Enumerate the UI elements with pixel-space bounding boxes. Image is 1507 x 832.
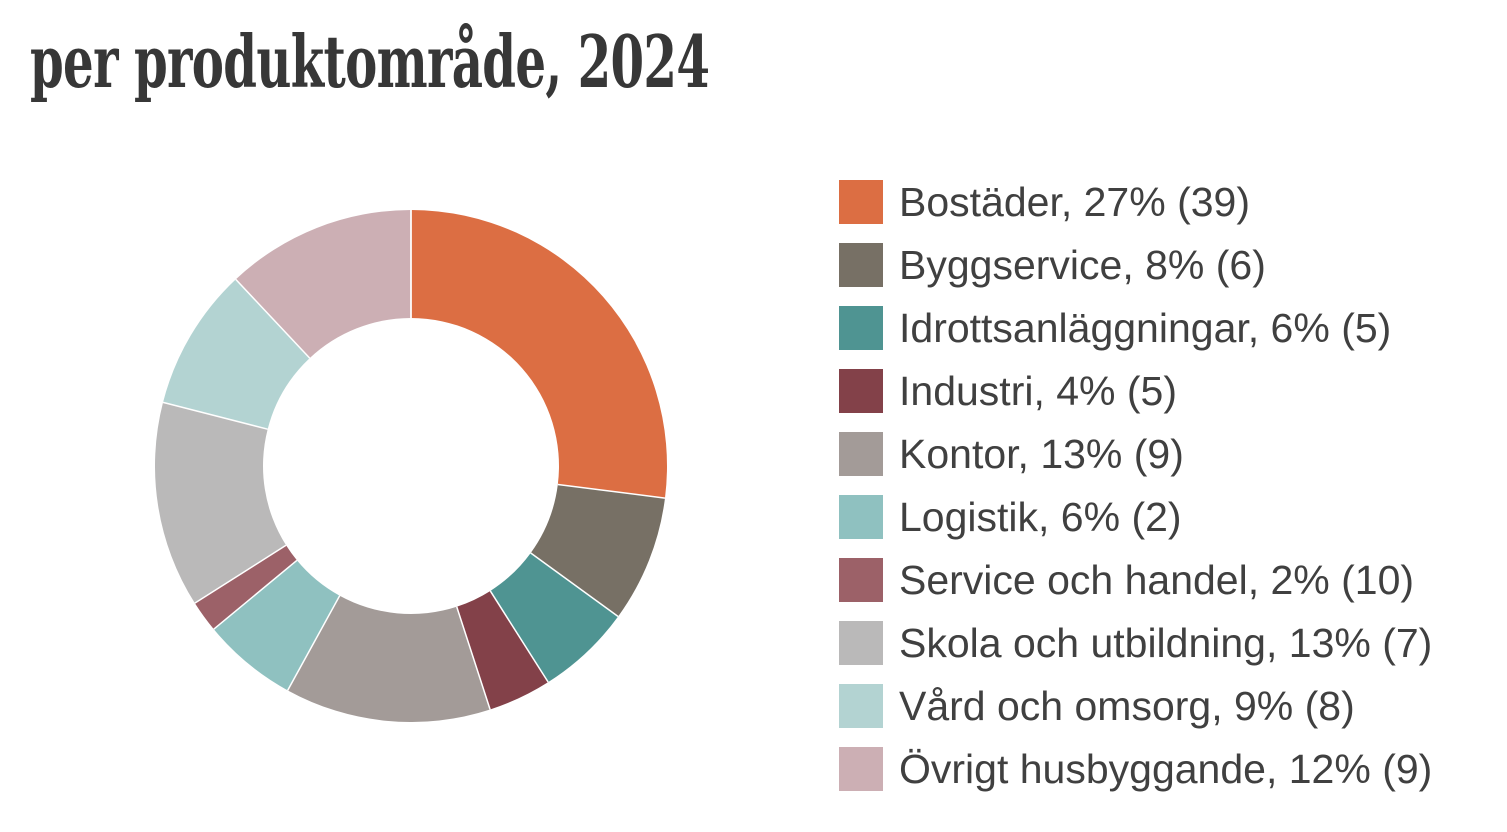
legend-item-kontor: Kontor, 13% (9)	[839, 432, 1432, 476]
donut-slice-skola-och-utbildning	[155, 402, 287, 604]
legend-item-service-och-handel: Service och handel, 2% (10)	[839, 558, 1432, 602]
legend-label-vard-och-omsorg: Vård och omsorg, 9% (8)	[899, 682, 1355, 729]
legend-label-ovrigt-husbyggande: Övrigt husbyggande, 12% (9)	[899, 745, 1433, 792]
legend-swatch-idrottsanlaggningar	[839, 306, 883, 350]
donut-slice-byggservice	[530, 484, 665, 617]
legend-swatch-logistik	[839, 495, 883, 539]
slice-separator	[456, 606, 491, 710]
donut-chart	[155, 210, 667, 722]
legend-label-logistik: Logistik, 6% (2)	[899, 493, 1182, 540]
legend-label-bostader: Bostäder, 27% (39)	[899, 178, 1250, 225]
slice-separator	[162, 401, 268, 430]
legend-item-idrottsanlaggningar: Idrottsanläggningar, 6% (5)	[839, 306, 1432, 350]
legend-label-kontor: Kontor, 13% (9)	[899, 430, 1184, 477]
slice-separator	[235, 278, 311, 359]
legend-item-logistik: Logistik, 6% (2)	[839, 495, 1432, 539]
legend-item-vard-och-omsorg: Vård och omsorg, 9% (8)	[839, 684, 1432, 728]
donut-slice-bostader	[411, 210, 667, 499]
donut-slice-idrottsanlaggningar	[490, 552, 619, 683]
legend-label-industri: Industri, 4% (5)	[899, 367, 1177, 414]
legend-swatch-skola-och-utbildning	[839, 621, 883, 665]
legend-label-byggservice: Byggservice, 8% (6)	[899, 241, 1266, 288]
legend-item-industri: Industri, 4% (5)	[839, 369, 1432, 413]
legend-item-ovrigt-husbyggande: Övrigt husbyggande, 12% (9)	[839, 747, 1432, 791]
chart-title: per produktområde, 2024	[30, 19, 710, 104]
legend-item-byggservice: Byggservice, 8% (6)	[839, 243, 1432, 287]
slice-separator	[557, 483, 666, 499]
chart-legend: Bostäder, 27% (39) Byggservice, 8% (6) Idr…	[839, 180, 1432, 810]
slice-separator	[194, 544, 287, 604]
legend-swatch-vard-och-omsorg	[839, 684, 883, 728]
donut-slice-kontor	[287, 595, 491, 722]
donut-slice-industri	[456, 590, 549, 710]
donut-slice-ovrigt-husbyggande	[235, 210, 411, 359]
legend-swatch-service-och-handel	[839, 558, 883, 602]
donut-chart-svg	[155, 210, 667, 722]
legend-label-idrottsanlaggningar: Idrottsanläggningar, 6% (5)	[899, 304, 1392, 351]
donut-slice-service-och-handel	[194, 545, 297, 630]
legend-swatch-bostader	[839, 180, 883, 224]
legend-swatch-kontor	[839, 432, 883, 476]
legend-label-service-och-handel: Service och handel, 2% (10)	[899, 556, 1415, 603]
slice-separator	[489, 590, 549, 683]
donut-slice-logistik	[213, 560, 340, 691]
donut-slice-vard-och-omsorg	[163, 279, 310, 430]
legend-item-bostader: Bostäder, 27% (39)	[839, 180, 1432, 224]
legend-swatch-byggservice	[839, 243, 883, 287]
slice-separator	[287, 595, 341, 691]
legend-swatch-industri	[839, 369, 883, 413]
legend-label-skola-och-utbildning: Skola och utbildning, 13% (7)	[899, 619, 1433, 666]
legend-item-skola-och-utbildning: Skola och utbildning, 13% (7)	[839, 621, 1432, 665]
legend-swatch-ovrigt-husbyggande	[839, 747, 883, 791]
slice-separator	[213, 559, 298, 630]
slice-separator	[530, 552, 619, 618]
